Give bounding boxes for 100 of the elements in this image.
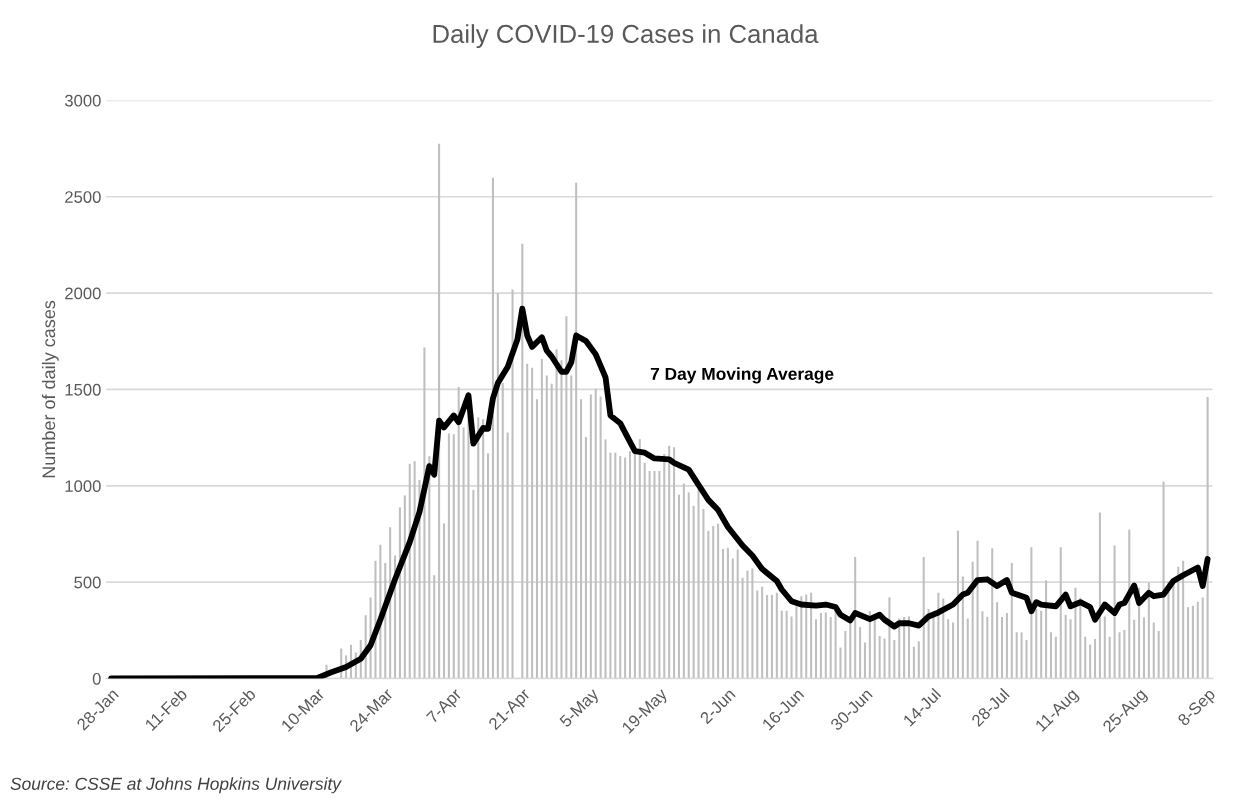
y-tick-label: 3000 — [64, 94, 101, 107]
bar — [1000, 617, 1004, 679]
bar — [682, 483, 685, 679]
y-tick-label: 2500 — [65, 191, 101, 203]
bar — [614, 452, 617, 679]
bar — [452, 434, 455, 679]
bar — [673, 447, 676, 679]
bar — [726, 547, 729, 679]
bar — [800, 596, 803, 679]
bar — [761, 586, 764, 679]
bar — [668, 445, 671, 679]
bar — [751, 568, 754, 679]
bar — [961, 576, 964, 679]
bar — [1123, 629, 1126, 679]
chart-title: Daily COVID-19 Cases in Canada — [433, 24, 819, 49]
bar — [1020, 632, 1023, 679]
bar — [819, 613, 822, 679]
text: 7 Day Moving Average — [650, 367, 834, 384]
bar — [785, 610, 788, 679]
bar — [433, 575, 436, 679]
bar — [677, 494, 680, 679]
bar — [687, 492, 690, 679]
bar — [1152, 622, 1155, 679]
bar — [1201, 597, 1204, 679]
bar — [790, 616, 793, 679]
bar — [712, 526, 715, 679]
y-axis-title: Number of daily cases — [41, 300, 59, 478]
bar — [1015, 632, 1018, 679]
bar — [878, 635, 881, 679]
bar — [457, 386, 460, 679]
bar — [1172, 583, 1175, 679]
bar — [643, 462, 646, 679]
bar — [447, 433, 450, 679]
bar — [521, 243, 524, 679]
bar — [741, 577, 744, 679]
bar — [604, 439, 607, 679]
bar — [1040, 610, 1043, 679]
bar — [1035, 608, 1038, 679]
bar — [487, 453, 490, 679]
bar — [1103, 616, 1106, 679]
bar — [599, 396, 602, 679]
bar — [839, 647, 842, 679]
bar — [580, 399, 583, 679]
bar — [467, 413, 470, 679]
bar — [1162, 481, 1165, 679]
y-tick-label: 1500 — [65, 383, 101, 396]
bar — [717, 523, 720, 679]
bar — [956, 530, 959, 679]
bar — [1133, 619, 1136, 679]
bar — [859, 627, 862, 679]
bar — [893, 639, 896, 679]
bar — [624, 457, 627, 679]
bar — [996, 602, 999, 679]
bar — [1005, 613, 1008, 679]
bar — [810, 592, 813, 679]
bar — [570, 375, 573, 679]
bar — [584, 437, 587, 679]
bar — [575, 182, 578, 679]
bar — [1177, 566, 1180, 679]
bar — [648, 470, 651, 679]
bar — [775, 592, 778, 679]
bar — [991, 548, 994, 679]
bar — [560, 360, 563, 679]
bar — [1196, 601, 1199, 679]
bar — [1045, 580, 1048, 679]
bar — [854, 556, 857, 679]
bar — [550, 383, 553, 679]
bar — [746, 570, 749, 679]
bar — [692, 505, 695, 679]
bar — [526, 363, 529, 679]
bar — [555, 349, 558, 679]
bar — [986, 617, 989, 679]
bar — [663, 454, 666, 679]
bar — [438, 143, 441, 679]
bar — [1191, 605, 1194, 679]
bar — [721, 549, 725, 679]
bar — [883, 638, 886, 679]
bar — [824, 612, 827, 679]
bar — [589, 394, 592, 679]
bar — [932, 615, 935, 679]
bar — [1118, 632, 1121, 679]
bar — [496, 293, 499, 679]
bar — [628, 451, 632, 679]
bar — [795, 606, 798, 679]
source-note: Source: CSSE at Johns Hopkins University — [10, 777, 342, 794]
bar — [1054, 636, 1057, 679]
bar — [442, 523, 446, 679]
bar — [736, 549, 739, 679]
bar — [633, 451, 636, 679]
bar — [511, 289, 514, 679]
bar — [462, 427, 465, 679]
bar — [540, 359, 543, 679]
bar — [477, 417, 480, 679]
bar — [1089, 644, 1092, 679]
bar — [658, 470, 661, 679]
bar — [1182, 560, 1185, 679]
bar — [1187, 607, 1190, 679]
bar — [1157, 630, 1160, 679]
bar — [1098, 512, 1101, 679]
bar — [531, 367, 534, 679]
